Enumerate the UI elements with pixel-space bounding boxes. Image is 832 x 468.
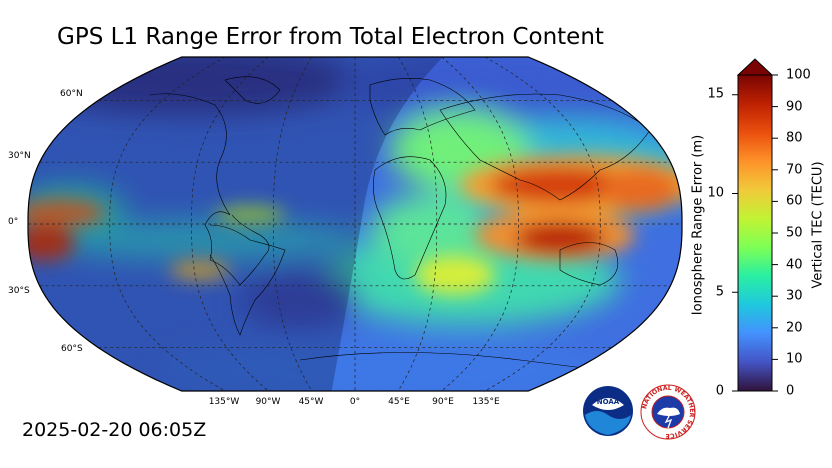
tec-field (28, 57, 682, 391)
lon-label-0: 0° (349, 397, 361, 407)
right-tick-10: 10 (786, 351, 803, 367)
lat-label-30s: 30°S (8, 286, 30, 296)
right-tick-60: 60 (786, 193, 803, 209)
right-tick-0: 0 (786, 383, 795, 399)
lat-label-30n: 30°N (8, 151, 31, 161)
meridian-line (109, 57, 226, 391)
right-tick-40: 40 (786, 257, 803, 273)
colorbar-gradient (737, 74, 773, 392)
meridian-line (272, 57, 313, 391)
right-tick-70: 70 (786, 162, 803, 178)
colorbar-extend-arrow (736, 58, 774, 76)
noaa-logo-text: NOAA (597, 398, 620, 406)
timestamp: 2025-02-20 06:05Z (22, 419, 207, 441)
left-tick-15: 15 (707, 86, 724, 102)
left-tick-0: 0 (715, 383, 724, 399)
lat-label-60s: 60°S (61, 344, 83, 354)
lat-label-equator: 0° (8, 217, 19, 227)
lon-label-135e: 135°E (472, 397, 500, 407)
meridian-line (441, 57, 519, 391)
coastlines (149, 76, 651, 371)
meridian-line (484, 57, 601, 391)
left-tick-10: 10 (707, 185, 724, 201)
meridian-line (191, 57, 269, 391)
meridian-line (397, 57, 438, 391)
lat-label-60n: 60°N (60, 89, 83, 99)
right-tick-80: 80 (786, 130, 803, 146)
colorbar-right-label: Vertical TEC (TECU) (810, 161, 826, 289)
left-tick-5: 5 (715, 284, 724, 300)
chart-title: GPS L1 Range Error from Total Electron C… (57, 24, 604, 50)
lon-label-90e: 90°E (432, 397, 454, 407)
colorbar-left-label: Ionosphere Range Error (m) (690, 134, 706, 316)
lon-label-45e: 45°E (388, 397, 410, 407)
nws-logo: NATIONAL WEATHER SERVICE (640, 384, 696, 440)
right-tick-20: 20 (786, 320, 803, 336)
right-tick-100: 100 (786, 67, 811, 83)
globe-outline (27, 56, 683, 392)
lon-label-45w: 45°W (298, 397, 324, 407)
lon-label-90w: 90°W (255, 397, 281, 407)
right-tick-50: 50 (786, 225, 803, 241)
lon-label-135w: 135°W (208, 397, 240, 407)
right-tick-90: 90 (786, 99, 803, 115)
right-tick-30: 30 (786, 288, 803, 304)
noaa-logo: NOAA (583, 386, 633, 436)
